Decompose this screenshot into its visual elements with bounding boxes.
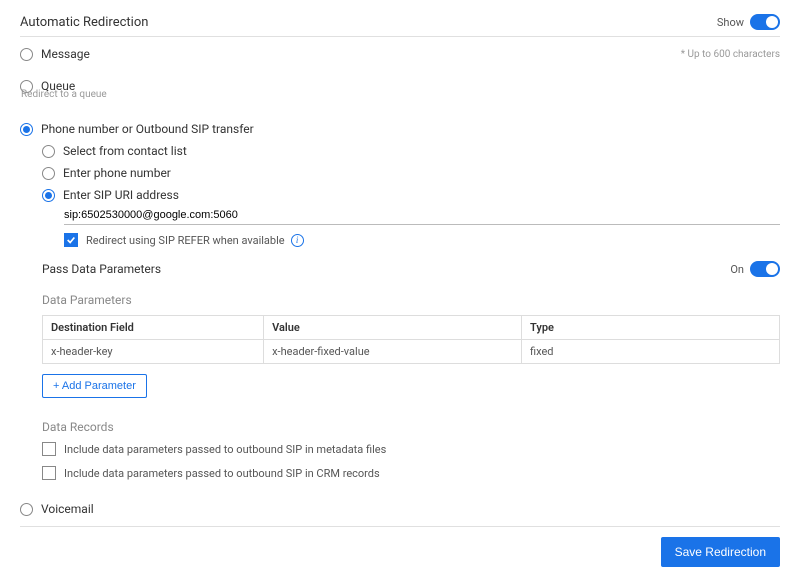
enterphone-label: Enter phone number (63, 166, 171, 180)
info-icon[interactable]: i (291, 234, 304, 247)
queue-subhint: Redirect to a queue (21, 89, 780, 100)
table-header-row: Destination Field Value Type (43, 316, 780, 340)
th-value: Value (264, 316, 522, 340)
rec1-label: Include data parameters passed to outbou… (64, 443, 386, 456)
rec1-checkbox[interactable] (42, 442, 56, 456)
td-type: fixed (522, 340, 780, 364)
sip-details: Redirect using SIP REFER when available … (64, 206, 780, 247)
rec2-row: Include data parameters passed to outbou… (42, 466, 780, 480)
sip-uri-wrap (64, 206, 780, 225)
save-redirection-button[interactable]: Save Redirection (661, 537, 780, 567)
option-voicemail-row: Voicemail (20, 502, 780, 516)
data-records-title: Data Records (42, 420, 780, 434)
sub-enterphone-row: Enter phone number (42, 166, 780, 180)
message-label: Message (41, 47, 90, 61)
contact-radio[interactable] (42, 145, 55, 158)
footer: Save Redirection (20, 526, 780, 567)
rec2-checkbox[interactable] (42, 466, 56, 480)
sip-refer-row: Redirect using SIP REFER when available … (64, 233, 780, 247)
sip-uri-input[interactable] (64, 206, 780, 225)
sip-refer-label: Redirect using SIP REFER when available (86, 234, 285, 247)
option-phone-row: Phone number or Outbound SIP transfer (20, 122, 780, 136)
sub-contact-row: Select from contact list (42, 144, 780, 158)
section-header: Automatic Redirection Show (20, 14, 780, 37)
add-parameter-button[interactable]: + Add Parameter (42, 374, 147, 398)
pass-data-toggle-label: On (730, 263, 744, 276)
th-type: Type (522, 316, 780, 340)
sip-refer-checkbox[interactable] (64, 233, 78, 247)
td-value: x-header-fixed-value (264, 340, 522, 364)
section-title: Automatic Redirection (20, 15, 148, 30)
contact-label: Select from contact list (63, 144, 187, 158)
message-hint: * Up to 600 characters (681, 49, 780, 60)
data-records-section: Data Records Include data parameters pas… (42, 420, 780, 480)
td-destination: x-header-key (43, 340, 264, 364)
sip-radio[interactable] (42, 189, 55, 202)
show-toggle-label: Show (717, 16, 744, 29)
pass-data-toggle[interactable] (750, 261, 780, 277)
show-toggle[interactable] (750, 14, 780, 30)
params-table: Destination Field Value Type x-header-ke… (42, 315, 780, 364)
enterphone-radio[interactable] (42, 167, 55, 180)
phone-suboptions: Select from contact list Enter phone num… (42, 144, 780, 480)
rec1-row: Include data parameters passed to outbou… (42, 442, 780, 456)
pass-data-toggle-group: On (730, 261, 780, 277)
voicemail-label: Voicemail (41, 502, 94, 516)
table-row: x-header-key x-header-fixed-value fixed (43, 340, 780, 364)
phone-radio[interactable] (20, 123, 33, 136)
phone-label: Phone number or Outbound SIP transfer (41, 122, 254, 136)
pass-data-header: Pass Data Parameters On (42, 261, 780, 277)
message-radio[interactable] (20, 48, 33, 61)
data-parameters-title: Data Parameters (42, 293, 780, 307)
sip-label: Enter SIP URI address (63, 188, 179, 202)
pass-data-title: Pass Data Parameters (42, 262, 161, 276)
th-destination: Destination Field (43, 316, 264, 340)
rec2-label: Include data parameters passed to outbou… (64, 467, 380, 480)
sub-sip-row: Enter SIP URI address (42, 188, 780, 202)
voicemail-radio[interactable] (20, 503, 33, 516)
show-toggle-group: Show (717, 14, 780, 30)
option-message-row: Message * Up to 600 characters (20, 47, 780, 61)
